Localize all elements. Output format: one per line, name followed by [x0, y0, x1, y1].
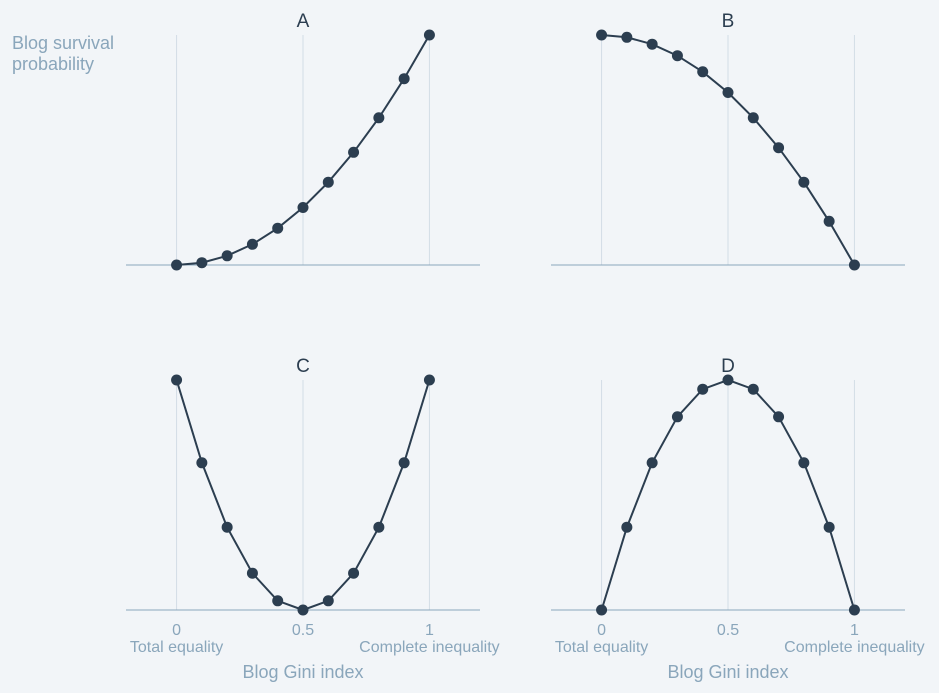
- data-point: [196, 257, 208, 269]
- data-point: [322, 176, 334, 188]
- data-point: [348, 146, 360, 158]
- data-point: [646, 38, 658, 50]
- data-point: [747, 383, 759, 395]
- data-point: [722, 87, 734, 98]
- panel-a: A: [126, 11, 480, 271]
- data-point: [297, 202, 309, 213]
- data-point: [423, 29, 435, 41]
- panel-title: D: [721, 356, 735, 377]
- ylabel-line-2: probability: [12, 54, 94, 74]
- panel-title: B: [722, 11, 735, 32]
- x-tick-label: 0: [597, 622, 606, 639]
- x-axis-label: Blog Gini index: [242, 662, 363, 682]
- x-sublabel-right: Complete inequality: [784, 639, 925, 656]
- data-point: [171, 374, 183, 386]
- data-point: [246, 238, 258, 250]
- data-point: [196, 457, 208, 469]
- ylabel-line-1: Blog survival: [12, 33, 114, 53]
- data-point: [221, 521, 233, 533]
- data-point: [272, 222, 284, 234]
- data-point: [848, 604, 860, 616]
- data-point: [171, 259, 183, 271]
- data-point: [773, 142, 785, 154]
- data-point: [322, 595, 334, 607]
- data-point: [722, 374, 734, 386]
- data-point: [773, 411, 785, 423]
- data-point: [398, 73, 410, 85]
- data-point: [798, 176, 810, 188]
- x-axis-label: Blog Gini index: [667, 662, 788, 682]
- x-tick-label: 0: [172, 622, 181, 639]
- data-point: [747, 112, 759, 124]
- data-point: [823, 521, 835, 533]
- x-sublabel-left: Total equality: [130, 639, 223, 656]
- data-point: [373, 521, 385, 533]
- data-point: [272, 595, 284, 607]
- x-tick-label: 1: [850, 622, 859, 639]
- x-tick-label: 0.5: [292, 622, 314, 639]
- panel-c: C 0 0.5 1 Total equality Complete inequality B…: [126, 356, 500, 682]
- data-point: [221, 250, 233, 262]
- x-tick-label: 1: [425, 622, 434, 639]
- data-point: [596, 604, 608, 616]
- data-point: [596, 29, 608, 41]
- data-point: [297, 604, 309, 616]
- data-point: [398, 457, 410, 469]
- x-sublabel-right: Complete inequality: [359, 639, 500, 656]
- data-point: [798, 457, 810, 469]
- x-tick-label: 0.5: [717, 622, 739, 639]
- data-point: [423, 374, 435, 386]
- data-point: [348, 567, 360, 579]
- data-point: [697, 66, 709, 78]
- data-point: [646, 457, 658, 469]
- x-sublabel-left: Total equality: [555, 639, 648, 656]
- panel-b: B: [551, 11, 905, 271]
- panel-title: A: [297, 11, 310, 32]
- data-point: [671, 50, 683, 62]
- data-point: [246, 567, 258, 579]
- data-point: [848, 259, 860, 271]
- panel-title: C: [296, 356, 310, 377]
- data-point: [621, 521, 633, 533]
- data-point: [671, 411, 683, 423]
- data-point: [697, 383, 709, 395]
- data-point: [373, 112, 385, 124]
- panel-d: D 0 0.5 1 Total equality Complete inequality B…: [551, 356, 925, 682]
- data-point: [823, 215, 835, 227]
- panels-group: A B C 0 0.5 1 Total equality Complete inequalit…: [126, 11, 925, 682]
- data-point: [621, 31, 633, 43]
